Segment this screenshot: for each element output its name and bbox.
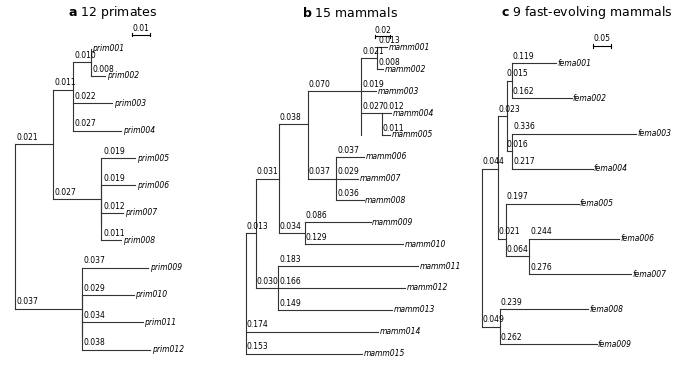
Text: 0.064: 0.064 xyxy=(507,245,528,254)
Text: 0.029: 0.029 xyxy=(337,167,359,176)
Text: 0.027: 0.027 xyxy=(362,102,384,111)
Title: $\mathbf{a}$ 12 primates: $\mathbf{a}$ 12 primates xyxy=(69,4,158,21)
Text: 0.119: 0.119 xyxy=(513,52,535,61)
Title: $\mathbf{b}$ 15 mammals: $\mathbf{b}$ 15 mammals xyxy=(302,6,398,20)
Text: 0.037: 0.037 xyxy=(337,145,359,154)
Text: 0.008: 0.008 xyxy=(92,65,114,74)
Text: 0.262: 0.262 xyxy=(500,333,522,342)
Text: fema006: fema006 xyxy=(621,234,654,244)
Text: 0.029: 0.029 xyxy=(83,284,105,293)
Text: 0.021: 0.021 xyxy=(362,47,384,56)
Text: 0.015: 0.015 xyxy=(507,69,528,78)
Text: mamm005: mamm005 xyxy=(392,131,433,140)
Text: 0.011: 0.011 xyxy=(103,229,125,238)
Text: 0.162: 0.162 xyxy=(513,87,535,96)
Text: 0.011: 0.011 xyxy=(383,124,405,133)
Text: 0.021: 0.021 xyxy=(17,133,38,142)
Text: mamm007: mamm007 xyxy=(360,174,401,183)
Text: prim012: prim012 xyxy=(152,345,184,354)
Text: 0.022: 0.022 xyxy=(74,92,96,101)
Text: 0.037: 0.037 xyxy=(309,167,331,176)
Text: prim006: prim006 xyxy=(137,181,169,190)
Text: mamm001: mamm001 xyxy=(389,43,430,52)
Text: 0.030: 0.030 xyxy=(256,277,279,286)
Text: fema003: fema003 xyxy=(638,129,671,138)
Text: 0.239: 0.239 xyxy=(500,298,522,307)
Text: 0.038: 0.038 xyxy=(280,113,302,122)
Text: 0.049: 0.049 xyxy=(482,315,504,324)
Text: 0.149: 0.149 xyxy=(279,299,301,308)
Text: 0.197: 0.197 xyxy=(507,192,528,201)
Text: 0.276: 0.276 xyxy=(530,263,552,272)
Text: fema009: fema009 xyxy=(598,340,631,349)
Text: fema007: fema007 xyxy=(632,270,666,279)
Text: 0.174: 0.174 xyxy=(246,320,268,329)
Text: 0.027: 0.027 xyxy=(74,119,96,128)
Text: mamm009: mamm009 xyxy=(372,218,414,227)
Text: 0.01: 0.01 xyxy=(132,24,149,33)
Text: 0.027: 0.027 xyxy=(55,188,76,197)
Text: prim002: prim002 xyxy=(106,71,139,81)
Text: mamm006: mamm006 xyxy=(366,152,407,161)
Text: 0.012: 0.012 xyxy=(383,102,405,111)
Text: 0.336: 0.336 xyxy=(513,122,535,131)
Text: mamm013: mamm013 xyxy=(393,305,435,314)
Text: fema005: fema005 xyxy=(580,199,614,208)
Text: 0.244: 0.244 xyxy=(530,228,552,236)
Text: mamm015: mamm015 xyxy=(364,349,405,358)
Text: mamm011: mamm011 xyxy=(419,261,461,270)
Text: 0.013: 0.013 xyxy=(246,222,268,231)
Text: 0.012: 0.012 xyxy=(103,201,125,211)
Text: 0.019: 0.019 xyxy=(103,174,125,183)
Text: prim001: prim001 xyxy=(92,44,125,53)
Text: fema002: fema002 xyxy=(573,94,607,103)
Text: mamm010: mamm010 xyxy=(405,240,446,249)
Text: 0.070: 0.070 xyxy=(309,80,331,89)
Text: 0.217: 0.217 xyxy=(513,157,535,166)
Text: fema001: fema001 xyxy=(557,59,591,68)
Text: 0.011: 0.011 xyxy=(55,78,76,87)
Text: mamm008: mamm008 xyxy=(365,196,407,205)
Text: prim005: prim005 xyxy=(137,154,169,163)
Text: mamm004: mamm004 xyxy=(393,109,434,117)
Text: prim009: prim009 xyxy=(150,263,182,272)
Text: 0.034: 0.034 xyxy=(83,311,105,320)
Title: $\mathbf{c}$ 9 fast-evolving mammals: $\mathbf{c}$ 9 fast-evolving mammals xyxy=(501,4,673,21)
Text: 0.036: 0.036 xyxy=(337,189,359,198)
Text: 0.023: 0.023 xyxy=(498,104,520,113)
Text: prim003: prim003 xyxy=(114,99,146,108)
Text: mamm014: mamm014 xyxy=(379,327,421,336)
Text: 0.166: 0.166 xyxy=(279,277,301,286)
Text: mamm003: mamm003 xyxy=(377,87,419,95)
Text: 0.038: 0.038 xyxy=(83,338,105,348)
Text: 0.086: 0.086 xyxy=(306,211,328,220)
Text: mamm012: mamm012 xyxy=(406,283,448,292)
Text: prim004: prim004 xyxy=(123,126,155,135)
Text: 0.037: 0.037 xyxy=(17,297,38,306)
Text: 0.019: 0.019 xyxy=(362,80,384,89)
Text: 0.031: 0.031 xyxy=(256,167,278,176)
Text: 0.019: 0.019 xyxy=(103,147,125,156)
Text: prim007: prim007 xyxy=(125,208,157,217)
Text: 0.013: 0.013 xyxy=(378,36,400,45)
Text: 0.034: 0.034 xyxy=(280,222,302,231)
Text: 0.037: 0.037 xyxy=(83,256,105,265)
Text: fema004: fema004 xyxy=(594,164,628,173)
Text: 0.02: 0.02 xyxy=(374,26,391,35)
Text: 0.05: 0.05 xyxy=(593,34,610,43)
Text: 0.016: 0.016 xyxy=(507,140,528,149)
Text: prim011: prim011 xyxy=(144,318,176,327)
Text: 0.129: 0.129 xyxy=(306,233,328,242)
Text: 0.153: 0.153 xyxy=(246,342,268,351)
Text: fema008: fema008 xyxy=(589,305,623,314)
Text: mamm002: mamm002 xyxy=(385,65,426,74)
Text: prim008: prim008 xyxy=(123,236,155,245)
Text: 0.010: 0.010 xyxy=(74,51,96,60)
Text: prim010: prim010 xyxy=(136,291,167,300)
Text: 0.008: 0.008 xyxy=(378,58,400,67)
Text: 0.183: 0.183 xyxy=(279,255,301,264)
Text: 0.044: 0.044 xyxy=(482,157,504,166)
Text: 0.021: 0.021 xyxy=(498,228,520,236)
